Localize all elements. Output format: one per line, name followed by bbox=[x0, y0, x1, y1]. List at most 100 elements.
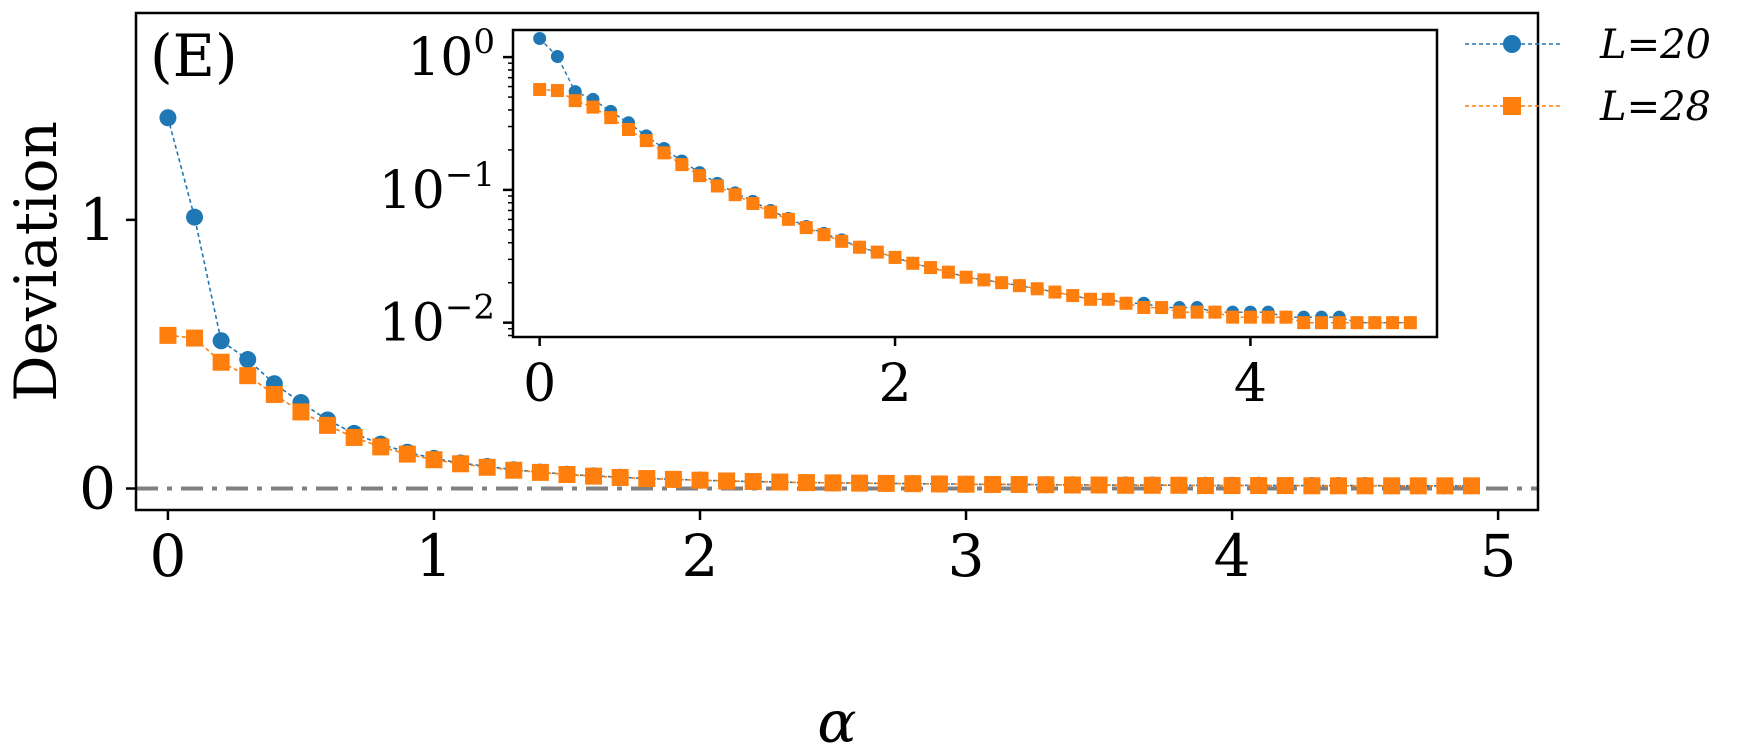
inset-point-s2-29 bbox=[1048, 285, 1062, 299]
inset-point-s2-49 bbox=[1403, 316, 1417, 330]
inset-point-s2-24 bbox=[959, 270, 973, 284]
inset-point-s2-48 bbox=[1386, 316, 1400, 330]
inset-point-s2-39 bbox=[1226, 310, 1240, 324]
main-point-s2-9 bbox=[398, 445, 416, 463]
inset-point-s2-0 bbox=[533, 83, 547, 97]
legend-marker-2 bbox=[1503, 97, 1521, 115]
main-point-s2-14 bbox=[531, 463, 549, 481]
inset-point-s2-6 bbox=[639, 134, 653, 148]
inset-point-s1-0 bbox=[533, 32, 547, 46]
main-plot-area: 0 1 2 3 4 5 0 1 α Deviation (E) bbox=[2, 11, 1540, 750]
main-point-s2-39 bbox=[1196, 477, 1214, 495]
main-point-s1-1 bbox=[186, 208, 204, 226]
inset-x-tick-label-0: 0 bbox=[523, 354, 556, 414]
main-x-tick-label-5: 5 bbox=[1480, 522, 1517, 590]
legend-label-1: L=20 bbox=[1599, 22, 1711, 68]
inset-point-s2-14 bbox=[781, 212, 795, 226]
main-point-s2-41 bbox=[1250, 477, 1268, 495]
main-point-s2-31 bbox=[984, 475, 1002, 493]
inset-point-s2-42 bbox=[1279, 310, 1293, 324]
inset-point-s2-34 bbox=[1137, 301, 1151, 315]
inset-point-s2-47 bbox=[1368, 316, 1382, 330]
main-x-tick-label-2: 2 bbox=[682, 522, 719, 590]
main-point-s1-2 bbox=[212, 332, 230, 350]
main-point-s2-10 bbox=[425, 451, 443, 469]
main-point-s2-38 bbox=[1170, 476, 1188, 494]
main-x-tick-label-1: 1 bbox=[416, 522, 453, 590]
inset-point-s2-31 bbox=[1084, 292, 1097, 306]
main-point-s2-0 bbox=[159, 326, 177, 344]
inset-point-s2-35 bbox=[1155, 301, 1169, 315]
inset-point-s2-17 bbox=[835, 234, 849, 248]
inset-x-tick-label-1: 2 bbox=[878, 354, 911, 414]
main-point-s2-42 bbox=[1276, 477, 1294, 495]
main-point-s2-13 bbox=[505, 461, 523, 479]
main-point-s2-17 bbox=[611, 468, 629, 486]
main-point-s2-24 bbox=[797, 474, 815, 492]
inset-point-s2-30 bbox=[1066, 289, 1080, 303]
main-point-s2-25 bbox=[824, 474, 842, 492]
main-point-s2-45 bbox=[1356, 477, 1374, 495]
inset-point-s1-1 bbox=[550, 50, 564, 64]
main-point-s2-35 bbox=[1090, 476, 1108, 494]
inset-y-tick-label-2: 10−2 bbox=[379, 288, 495, 354]
inset-axes-frame bbox=[511, 28, 1439, 339]
main-point-s2-27 bbox=[877, 474, 895, 492]
main-point-s2-6 bbox=[319, 416, 337, 434]
inset-background bbox=[513, 30, 1437, 337]
main-point-s2-11 bbox=[452, 455, 470, 473]
main-y-tick-label-0: 0 bbox=[79, 455, 116, 523]
inset-point-s2-37 bbox=[1190, 305, 1204, 319]
inset-point-s2-28 bbox=[1030, 282, 1044, 296]
main-point-s2-3 bbox=[239, 367, 257, 385]
main-point-s2-5 bbox=[292, 403, 310, 421]
main-point-s2-28 bbox=[904, 475, 922, 493]
main-point-s2-48 bbox=[1436, 477, 1454, 495]
main-point-s2-32 bbox=[1010, 475, 1028, 493]
inset-point-s2-45 bbox=[1332, 316, 1346, 330]
inset-point-s2-33 bbox=[1119, 296, 1133, 310]
legend-marker-1 bbox=[1503, 35, 1521, 53]
inset-x-tick-label-2: 4 bbox=[1234, 354, 1267, 414]
main-point-s2-33 bbox=[1037, 476, 1055, 494]
inset-point-s2-2 bbox=[568, 94, 582, 108]
main-point-s2-46 bbox=[1383, 477, 1401, 495]
main-point-s2-20 bbox=[691, 471, 709, 489]
main-point-s2-12 bbox=[478, 458, 496, 476]
inset-point-s2-46 bbox=[1350, 316, 1364, 330]
inset-point-s2-21 bbox=[906, 256, 920, 270]
inset-point-s2-40 bbox=[1243, 310, 1257, 324]
inset-point-s2-16 bbox=[817, 228, 831, 242]
main-point-s2-29 bbox=[930, 475, 948, 493]
main-point-s1-0 bbox=[159, 109, 177, 127]
inset-point-s2-32 bbox=[1101, 292, 1115, 306]
inset-point-s2-43 bbox=[1297, 316, 1311, 330]
inset-point-s2-9 bbox=[693, 169, 707, 183]
inset-point-s2-23 bbox=[941, 265, 955, 279]
inset-point-s2-5 bbox=[622, 122, 635, 136]
inset-point-s2-11 bbox=[728, 188, 742, 202]
main-point-s2-30 bbox=[957, 475, 975, 493]
main-point-s2-15 bbox=[558, 466, 576, 484]
inset-point-s2-7 bbox=[657, 146, 671, 160]
main-point-s2-4 bbox=[265, 385, 283, 403]
inset-point-s2-26 bbox=[995, 276, 1009, 290]
main-x-tick-label-3: 3 bbox=[948, 522, 985, 590]
panel-label: (E) bbox=[150, 22, 238, 90]
x-axis-label: α bbox=[817, 688, 856, 750]
inset-point-s2-10 bbox=[710, 179, 724, 193]
inset-y-tick-label-0: 100 bbox=[407, 22, 495, 88]
inset-point-s2-13 bbox=[764, 205, 778, 219]
main-point-s2-16 bbox=[585, 467, 603, 485]
main-x-tick-label-4: 4 bbox=[1214, 522, 1251, 590]
main-point-s2-44 bbox=[1329, 477, 1347, 495]
legend-label-2: L=28 bbox=[1599, 84, 1711, 130]
main-point-s2-22 bbox=[744, 473, 762, 491]
main-point-s2-23 bbox=[771, 473, 789, 491]
y-axis-label: Deviation bbox=[2, 121, 70, 402]
main-point-s2-26 bbox=[851, 474, 869, 492]
main-point-s2-36 bbox=[1117, 476, 1135, 494]
inset-plot-area: 0 2 4 100 10−1 10−2 bbox=[379, 22, 1439, 414]
main-point-s2-8 bbox=[372, 438, 390, 456]
